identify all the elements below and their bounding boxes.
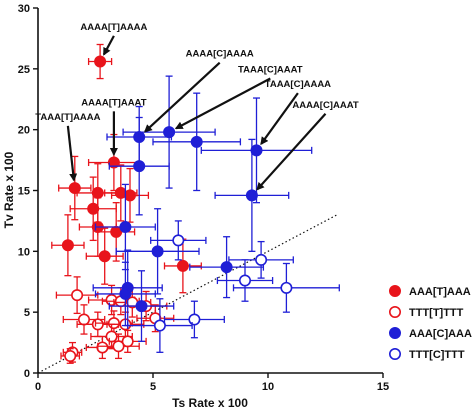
y-tick-label: 30 bbox=[18, 3, 30, 15]
data-point bbox=[68, 182, 81, 195]
x-tick-label: 5 bbox=[150, 381, 156, 393]
y-tick-label: 25 bbox=[18, 64, 30, 76]
legend-marker bbox=[388, 326, 401, 339]
data-point bbox=[163, 126, 176, 139]
annotation: TAAA[T]AAAA bbox=[35, 112, 101, 182]
data-point bbox=[71, 289, 84, 302]
data-point bbox=[98, 250, 111, 263]
annotation-label: AAAA[T]AAAA bbox=[80, 22, 147, 33]
legend-item: TTT[C]TTT bbox=[388, 347, 465, 361]
annotation: AAAA[C]AAAT bbox=[256, 100, 359, 191]
data-point bbox=[245, 189, 258, 202]
diagonal-reference-line bbox=[37, 214, 338, 374]
data-point bbox=[176, 259, 189, 272]
data-point bbox=[91, 186, 104, 199]
data-point bbox=[112, 340, 125, 353]
data-point bbox=[94, 55, 107, 68]
data-point bbox=[188, 313, 201, 326]
data-point bbox=[107, 156, 120, 169]
data-point bbox=[119, 287, 132, 300]
legend-item: TTT[T]TTT bbox=[388, 305, 464, 319]
data-point bbox=[250, 144, 263, 157]
legend-label: TTT[T]TTT bbox=[409, 307, 464, 319]
legend-label: AAA[T]AAA bbox=[409, 286, 471, 298]
annotation-arrow bbox=[174, 77, 271, 130]
data-point bbox=[172, 234, 185, 247]
data-point bbox=[119, 221, 132, 234]
annotation: AAAA[T]AAAT bbox=[81, 97, 147, 157]
series-AAA[C]AAA bbox=[92, 75, 313, 343]
data-point bbox=[61, 239, 74, 252]
legend-item: AAA[C]AAA bbox=[388, 326, 472, 340]
data-point bbox=[153, 319, 166, 332]
annotation: TAAA[C]AAAA bbox=[260, 79, 331, 146]
data-point bbox=[91, 318, 104, 331]
annotation-arrow bbox=[143, 61, 221, 133]
annotation-arrow bbox=[256, 113, 327, 191]
data-point bbox=[78, 313, 91, 326]
data-point bbox=[107, 317, 120, 330]
annotation-label: TAAA[C]AAAT bbox=[238, 64, 303, 75]
annotation-label: AAAA[C]AAAA bbox=[186, 49, 254, 60]
annotation: TAAA[C]AAAT bbox=[174, 64, 303, 130]
annotation-arrow bbox=[102, 35, 115, 56]
legend-label: AAA[C]AAA bbox=[409, 328, 472, 340]
data-point bbox=[124, 189, 137, 202]
legend-marker bbox=[388, 347, 401, 360]
annotation-arrow bbox=[66, 125, 78, 182]
x-tick-label: 15 bbox=[377, 381, 389, 393]
annotation-label: AAAA[T]AAAT bbox=[81, 97, 146, 108]
data-point bbox=[190, 135, 203, 148]
x-axis-title: Ts Rate x 100 bbox=[172, 396, 248, 410]
legend: AAA[T]AAA TTT[T]TTT AAA[C]AAA TTT[C]TTT bbox=[388, 284, 472, 361]
legend-item: AAA[T]AAA bbox=[388, 284, 471, 298]
data-point bbox=[96, 341, 109, 354]
annotation-label: TAAA[C]AAAA bbox=[265, 79, 331, 90]
plot-area bbox=[37, 43, 340, 374]
series-TTT[C]TTT bbox=[127, 220, 340, 353]
x-tick-label: 0 bbox=[35, 381, 41, 393]
annotations: AAAA[T]AAAA AAAA[C]AAAA TAAA[C]AAAT TAAA[C]… bbox=[35, 22, 359, 191]
annotation: AAAA[C]AAAA bbox=[143, 49, 254, 133]
annotation-label: TAAA[T]AAAA bbox=[35, 112, 100, 123]
data-point bbox=[87, 202, 100, 215]
x-axis-ticks: 0 5 10 15 bbox=[35, 373, 389, 393]
data-point bbox=[280, 281, 293, 294]
data-point bbox=[64, 349, 77, 362]
data-point bbox=[135, 300, 148, 313]
legend-marker bbox=[388, 284, 401, 297]
x-tick-label: 10 bbox=[262, 381, 274, 393]
data-point bbox=[151, 245, 164, 258]
y-tick-label: 5 bbox=[24, 307, 30, 319]
y-axis-ticks: 0 5 10 15 20 25 30 bbox=[18, 3, 38, 380]
y-tick-label: 0 bbox=[24, 368, 30, 380]
series-TTT[T]TTT bbox=[55, 276, 175, 364]
data-point bbox=[255, 253, 268, 266]
legend-marker bbox=[388, 305, 401, 318]
y-tick-label: 10 bbox=[18, 246, 30, 258]
y-tick-label: 15 bbox=[18, 186, 30, 198]
data-point bbox=[105, 330, 118, 343]
annotation: AAAA[T]AAAA bbox=[80, 22, 148, 56]
annotation-label: AAAA[C]AAAT bbox=[292, 100, 359, 111]
data-point bbox=[239, 274, 252, 287]
annotation-arrow bbox=[260, 92, 299, 146]
axes: 0 5 10 15 0 5 10 15 20 25 30 Ts Rate x 100 Tv Rat… bbox=[2, 3, 389, 410]
data-point bbox=[220, 261, 233, 274]
legend-label: TTT[C]TTT bbox=[409, 349, 465, 361]
data-point bbox=[133, 160, 146, 173]
y-axis-title: Tv Rate x 100 bbox=[2, 151, 16, 228]
y-tick-label: 20 bbox=[18, 125, 30, 137]
